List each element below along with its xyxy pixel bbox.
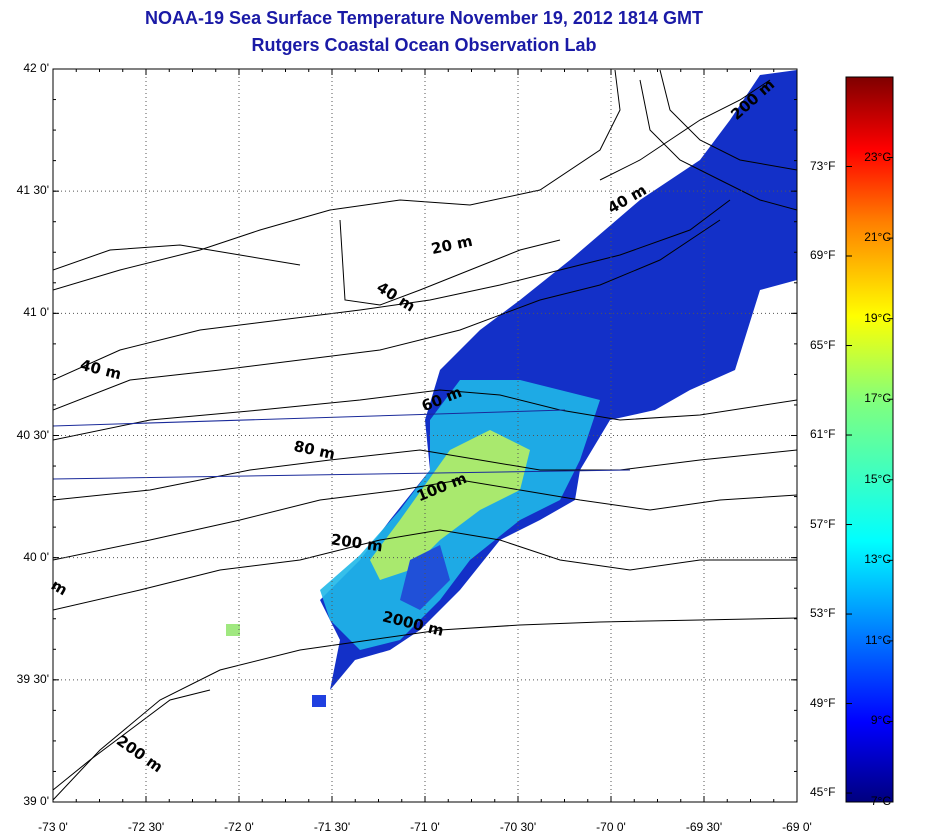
lon-tick-label: -70 30' — [499, 820, 537, 834]
isobath-label: 20 m — [430, 232, 475, 258]
lat-tick-label: 41 0' — [23, 305, 49, 320]
lat-tick-label: 39 0' — [23, 794, 49, 808]
shelf-contour — [639, 79, 797, 211]
coastline — [339, 219, 561, 306]
fahrenheit-label: 65°F — [810, 337, 836, 352]
isobath-200 — [53, 529, 797, 611]
lon-tick-label: -72 0' — [224, 820, 254, 834]
axis-ticks — [52, 68, 798, 803]
celsius-label: 9°C — [870, 713, 891, 728]
lat-tick-label: 40 0' — [23, 549, 49, 564]
fahrenheit-label: 53°F — [810, 606, 836, 621]
celsius-label: 7°C — [870, 794, 891, 808]
isobath-2000 — [53, 617, 797, 801]
coastline-contours — [53, 69, 797, 801]
lon-tick-label: -71 30' — [313, 820, 351, 834]
sst-swath — [226, 70, 797, 707]
lon-tick-label: -71 0' — [410, 820, 440, 834]
isobath-label: 40 m — [78, 356, 123, 384]
fahrenheit-label: 61°F — [810, 427, 836, 442]
fahrenheit-label: 73°F — [810, 158, 836, 173]
fahrenheit-label: 57°F — [810, 516, 836, 531]
celsius-label: 15°C — [864, 471, 891, 486]
celsius-label: 17°C — [864, 391, 891, 406]
transect-lines — [53, 409, 631, 480]
celsius-label: 23°C — [864, 149, 891, 164]
lon-tick-label: -69 30' — [685, 820, 723, 834]
celsius-label: 21°C — [864, 230, 891, 245]
map-subtitle: Rutgers Coastal Ocean Observation Lab — [251, 35, 597, 55]
lon-tick-label: -73 0' — [38, 820, 68, 834]
isobath-80 — [53, 449, 797, 501]
sst-spot — [226, 624, 240, 636]
sst-spot — [312, 695, 326, 707]
lat-tick-label: 40 30' — [16, 427, 49, 442]
isobath-20 — [53, 199, 731, 381]
sst-warm-region — [370, 430, 530, 580]
celsius-label: 19°C — [864, 310, 891, 325]
isobath-label: 40 m — [374, 278, 419, 315]
coastline — [53, 69, 621, 291]
transect-line — [53, 409, 566, 427]
map-title: NOAA-19 Sea Surface Temperature November… — [145, 8, 703, 28]
coastline — [599, 79, 771, 181]
isobath-60 — [53, 389, 797, 441]
lon-tick-label: -70 0' — [596, 820, 626, 834]
colorbar — [845, 76, 894, 803]
transect-line — [53, 469, 631, 480]
lat-tick-label: 39 30' — [16, 671, 49, 686]
lon-tick-label: -69 0' — [782, 820, 812, 834]
fahrenheit-label: 69°F — [810, 248, 836, 262]
isobath-label: m — [48, 576, 71, 599]
lat-tick-label: 42 0' — [23, 61, 49, 75]
shelf-contour — [659, 69, 797, 171]
lat-tick-label: 41 30' — [16, 183, 49, 198]
coastline — [53, 244, 301, 271]
isobath-40 — [53, 219, 721, 411]
isobath-label: 200 m — [330, 530, 384, 555]
isobath-200-south — [53, 689, 211, 791]
colorbar-ticks — [846, 157, 893, 803]
celsius-label: 11°C — [865, 632, 891, 647]
isobath-label: 200 m — [113, 732, 166, 777]
isobath-label: 80 m — [292, 437, 337, 463]
fahrenheit-label: 49°F — [810, 695, 836, 710]
lon-tick-label: -72 30' — [127, 820, 165, 834]
isobath-100 — [53, 479, 797, 561]
fahrenheit-label: 45°F — [810, 785, 836, 800]
celsius-label: 13°C — [864, 552, 891, 567]
